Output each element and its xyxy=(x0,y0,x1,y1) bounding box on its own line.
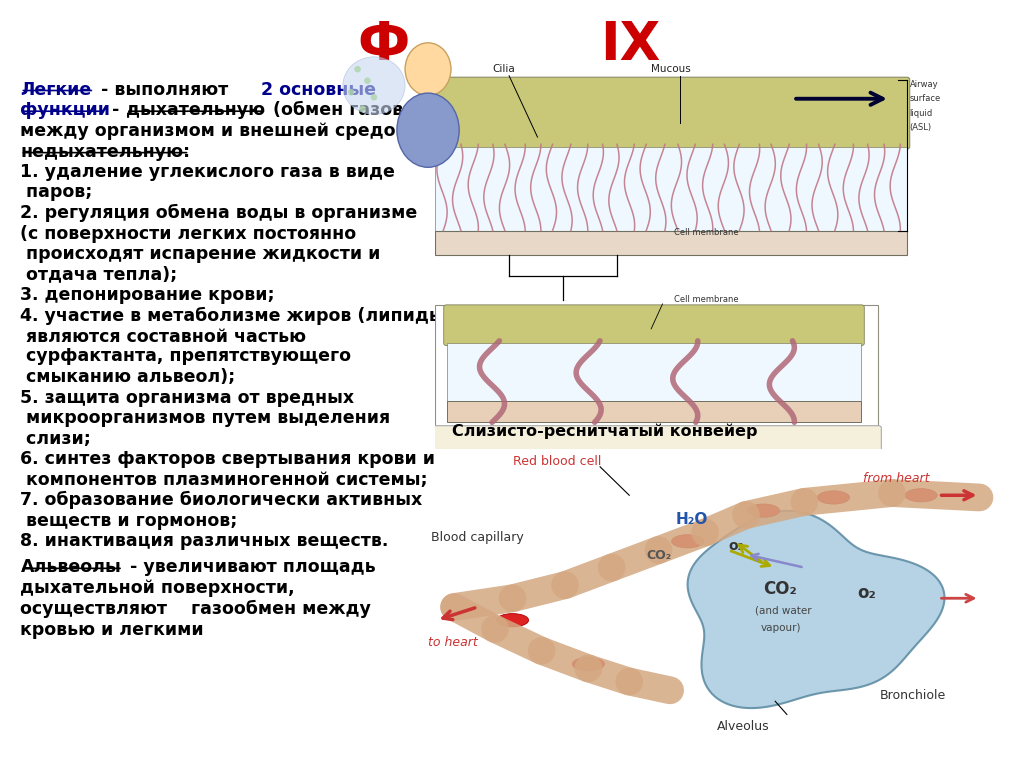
Text: веществ и гормонов;: веществ и гормонов; xyxy=(20,512,238,529)
Text: IX: IX xyxy=(600,19,659,71)
Text: 1. удаление углекислого газа в виде: 1. удаление углекислого газа в виде xyxy=(20,163,395,180)
Text: to heart: to heart xyxy=(428,637,477,650)
Text: surface: surface xyxy=(909,94,941,103)
Ellipse shape xyxy=(348,89,354,96)
Text: паров;: паров; xyxy=(20,183,93,201)
Text: смыканию альвеол);: смыканию альвеол); xyxy=(20,368,236,386)
Ellipse shape xyxy=(365,77,371,84)
Text: Слизисто-реснитчатый конвейер: Слизисто-реснитчатый конвейер xyxy=(453,423,758,439)
Ellipse shape xyxy=(905,489,937,502)
Text: отдача тепла);: отдача тепла); xyxy=(20,265,178,283)
Text: являются составной частью: являются составной частью xyxy=(20,328,306,345)
Text: 3. депонирование крови;: 3. депонирование крови; xyxy=(20,286,275,304)
Text: Ф: Ф xyxy=(357,19,411,71)
Text: - выполняют: - выполняют xyxy=(95,81,234,98)
Text: (and water: (and water xyxy=(755,606,811,616)
Text: Airway: Airway xyxy=(909,80,938,89)
Ellipse shape xyxy=(406,43,451,96)
Text: дыхательной поверхности,: дыхательной поверхности, xyxy=(20,579,295,597)
Ellipse shape xyxy=(672,535,703,548)
Text: 2. регуляция обмена воды в организме: 2. регуляция обмена воды в организме xyxy=(20,204,418,222)
Text: кровью и легкими: кровью и легкими xyxy=(20,621,204,638)
Text: Cilia: Cilia xyxy=(492,64,515,74)
Text: происходят испарение жидкости и: происходят испарение жидкости и xyxy=(20,245,381,262)
Text: Blood capillary: Blood capillary xyxy=(431,532,523,545)
Text: o₂: o₂ xyxy=(857,584,876,602)
Text: Mucous: Mucous xyxy=(651,64,691,74)
Bar xyxy=(435,146,907,231)
Bar xyxy=(446,344,861,400)
Text: Легкие: Легкие xyxy=(20,81,92,98)
Text: Bronchiole: Bronchiole xyxy=(881,689,946,702)
Text: 6. синтез факторов свертывания крови и: 6. синтез факторов свертывания крови и xyxy=(20,450,435,468)
Text: 4. участие в метаболизме жиров (липиды: 4. участие в метаболизме жиров (липиды xyxy=(20,307,445,325)
Text: (ASL): (ASL) xyxy=(909,123,932,132)
FancyBboxPatch shape xyxy=(435,304,879,449)
Ellipse shape xyxy=(354,66,360,73)
Text: Alveolus: Alveolus xyxy=(717,719,769,732)
Text: vapour): vapour) xyxy=(761,623,801,633)
Ellipse shape xyxy=(817,491,850,504)
Text: 7. образование биологически активных: 7. образование биологически активных xyxy=(20,491,423,509)
Text: Red blood cell: Red blood cell xyxy=(512,455,601,468)
Text: 2 основные: 2 основные xyxy=(261,81,376,98)
Text: слизи;: слизи; xyxy=(20,430,91,447)
Text: from heart: from heart xyxy=(862,472,929,485)
Text: -: - xyxy=(106,101,126,119)
Text: Альвеолы: Альвеолы xyxy=(20,558,121,576)
FancyBboxPatch shape xyxy=(432,77,909,149)
Ellipse shape xyxy=(343,57,406,114)
Text: осуществляют    газообмен между: осуществляют газообмен между xyxy=(20,600,372,618)
Ellipse shape xyxy=(572,657,604,670)
FancyBboxPatch shape xyxy=(443,304,864,346)
Text: компонентов плазминогенной системы;: компонентов плазминогенной системы; xyxy=(20,471,428,489)
Text: (обмен газов: (обмен газов xyxy=(267,101,403,119)
Ellipse shape xyxy=(371,94,377,100)
Text: недыхательную:: недыхательную: xyxy=(20,143,190,160)
Bar xyxy=(435,231,907,255)
Ellipse shape xyxy=(748,504,779,517)
Text: дыхательную: дыхательную xyxy=(126,101,265,119)
Bar xyxy=(446,400,861,423)
Text: Cell membrane: Cell membrane xyxy=(674,295,738,304)
Text: 5. защита организма от вредных: 5. защита организма от вредных xyxy=(20,389,354,407)
Text: o₂: o₂ xyxy=(728,539,744,553)
Text: H₂O: H₂O xyxy=(676,512,709,527)
Text: Cell membrane: Cell membrane xyxy=(674,229,738,237)
FancyBboxPatch shape xyxy=(432,426,882,457)
Text: микроорганизмов путем выделения: микроорганизмов путем выделения xyxy=(20,409,390,426)
Text: - увеличивают площадь: - увеличивают площадь xyxy=(124,558,376,576)
Text: 8. инактивация различных веществ.: 8. инактивация различных веществ. xyxy=(20,532,389,550)
Text: CO₂: CO₂ xyxy=(647,549,672,561)
Text: между организмом и внешней средой) и: между организмом и внешней средой) и xyxy=(20,122,434,140)
Polygon shape xyxy=(687,511,944,708)
Text: liquid: liquid xyxy=(909,108,933,117)
Text: функции: функции xyxy=(20,101,111,119)
Ellipse shape xyxy=(397,93,459,167)
Text: сурфактанта, препятствующего: сурфактанта, препятствующего xyxy=(20,347,351,365)
Ellipse shape xyxy=(497,614,528,627)
Ellipse shape xyxy=(359,105,366,112)
Text: CO₂: CO₂ xyxy=(764,580,798,598)
Text: (с поверхности легких постоянно: (с поверхности легких постоянно xyxy=(20,225,356,242)
